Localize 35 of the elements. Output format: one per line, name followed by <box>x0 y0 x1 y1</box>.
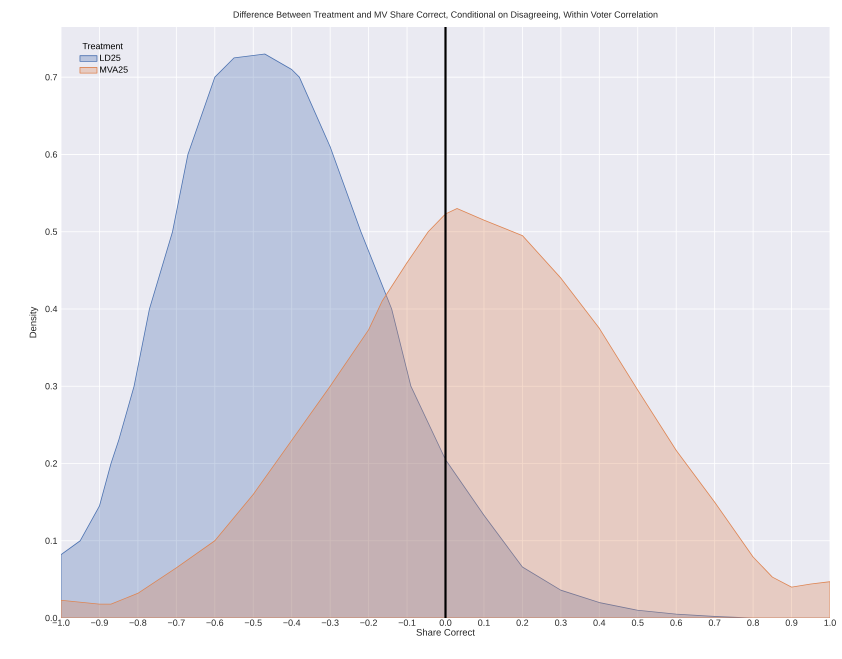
x-tick-label: −1.0 <box>52 620 70 626</box>
y-tick-label: 0.4 <box>45 306 58 312</box>
legend-label: LD25 <box>100 54 120 61</box>
x-tick-label: 0.1 <box>478 620 490 626</box>
x-tick-label: 0.8 <box>747 620 759 626</box>
legend-label: MVA25 <box>100 66 128 73</box>
x-tick-label: 0.2 <box>516 620 528 626</box>
chart-title: Difference Between Treatment and MV Share Correct, Conditional on Disagreeing, Within Voter Correlation <box>234 11 658 20</box>
x-tick-label: −0.5 <box>244 620 262 626</box>
x-tick-label: −0.8 <box>129 620 146 626</box>
x-tick-label: 0.6 <box>670 620 682 626</box>
x-tick-label: 0.5 <box>632 620 644 626</box>
y-tick-label: 0.6 <box>45 151 58 158</box>
y-tick-label: 0.5 <box>45 228 58 235</box>
y-tick-label: 0.1 <box>45 538 58 544</box>
x-tick-label: −0.9 <box>91 620 108 626</box>
x-tick-label: −0.3 <box>322 620 339 626</box>
x-tick-label: −0.1 <box>398 620 416 626</box>
x-tick-label: 0.0 <box>440 620 452 626</box>
x-tick-label: 0.7 <box>708 620 720 626</box>
x-tick-label: 0.3 <box>554 620 567 626</box>
y-tick-label: 0.7 <box>45 74 58 80</box>
x-tick-label: −0.2 <box>360 620 377 626</box>
x-tick-label: −0.4 <box>283 620 300 626</box>
y-tick-label: 0.0 <box>45 614 58 622</box>
y-tick-label: 0.3 <box>45 383 58 390</box>
y-tick-label: 0.2 <box>45 460 58 467</box>
y-axis-title: Density <box>29 306 38 338</box>
x-axis-title: Share Correct <box>416 628 475 636</box>
x-tick-label: −0.6 <box>206 620 224 626</box>
x-tick-label: 0.9 <box>786 620 798 626</box>
x-tick-label: 1.0 <box>824 620 836 626</box>
legend-title: Treatment <box>82 42 123 50</box>
x-tick-label: 0.4 <box>593 620 606 626</box>
x-tick-label: −0.7 <box>168 620 185 626</box>
